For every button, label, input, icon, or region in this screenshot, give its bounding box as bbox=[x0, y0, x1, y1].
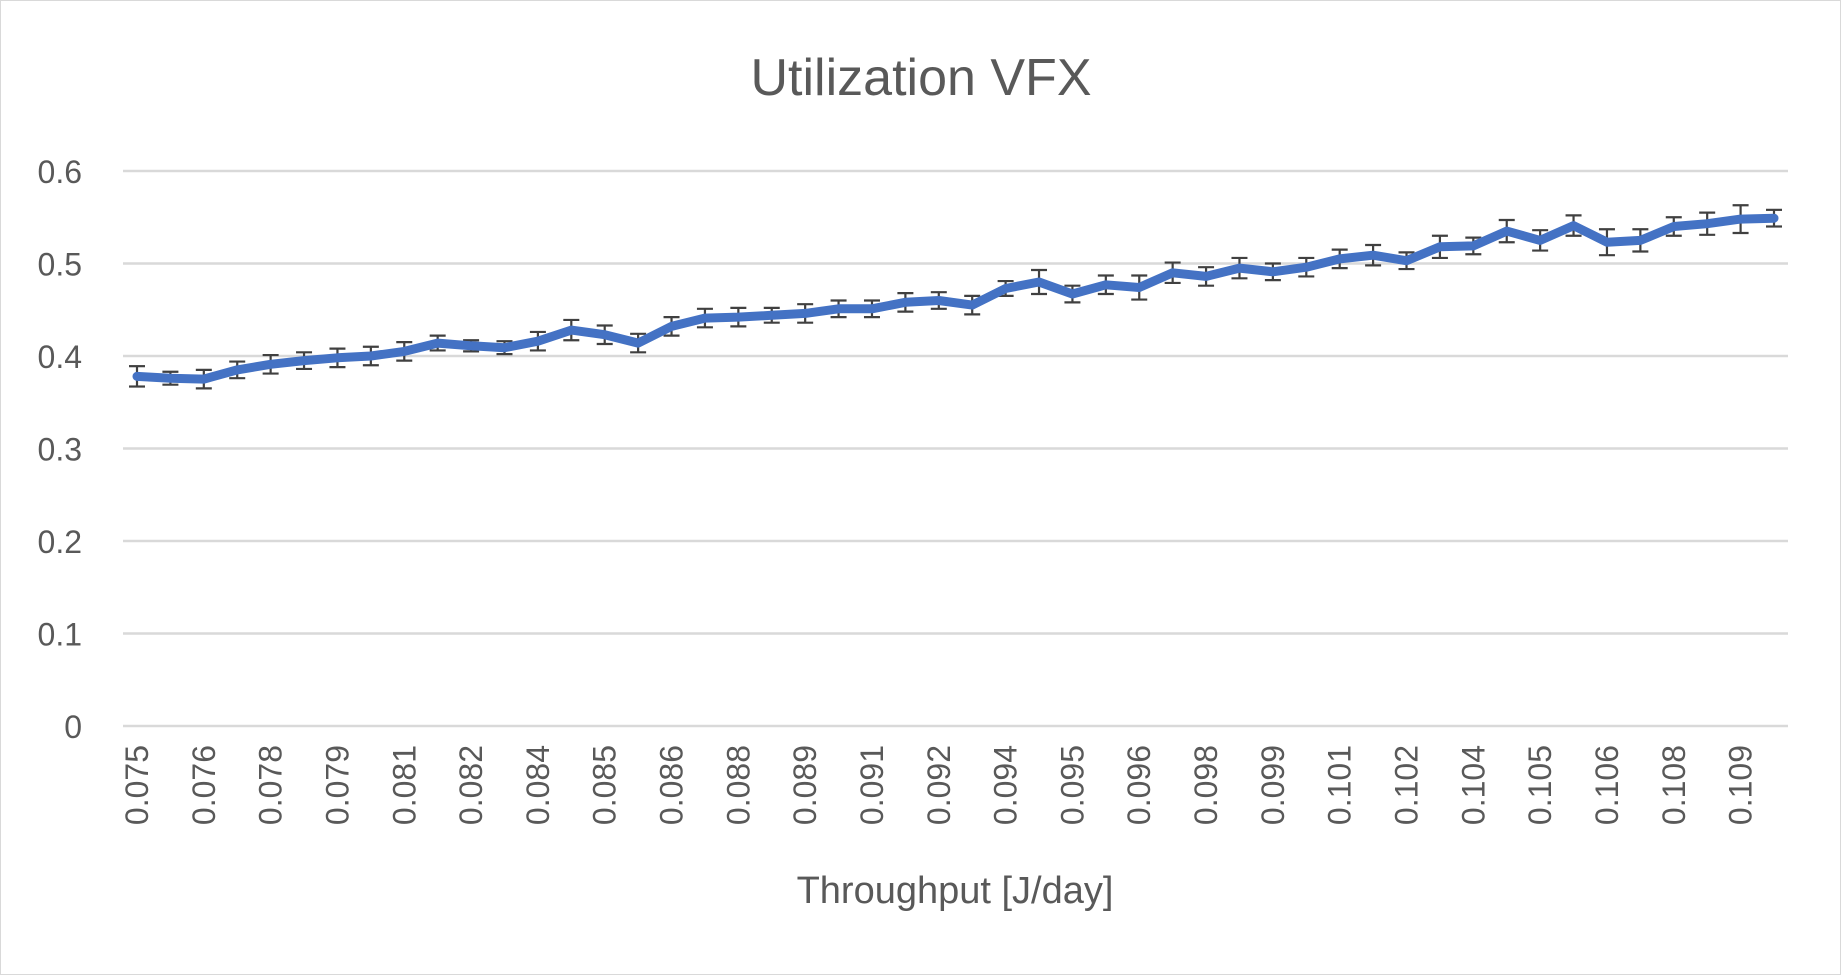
data-point bbox=[1169, 269, 1176, 276]
x-axis-title: Throughput [J/day] bbox=[797, 870, 1114, 912]
data-point bbox=[1370, 252, 1377, 259]
data-point bbox=[1771, 215, 1777, 222]
data-point bbox=[401, 348, 408, 355]
data-point bbox=[1737, 216, 1744, 223]
data-point bbox=[568, 327, 575, 334]
data-point bbox=[735, 314, 742, 321]
data-point bbox=[935, 297, 942, 304]
y-tick-label: 0.3 bbox=[38, 432, 82, 468]
data-point bbox=[1036, 279, 1043, 285]
data-point bbox=[969, 302, 976, 309]
x-tick-label: 0.091 bbox=[854, 745, 890, 825]
data-point bbox=[1436, 243, 1443, 250]
data-point bbox=[1537, 237, 1544, 244]
data-point bbox=[601, 331, 608, 338]
data-point bbox=[1470, 242, 1477, 249]
data-point bbox=[868, 305, 875, 312]
data-point bbox=[1203, 273, 1210, 280]
x-tick-label: 0.076 bbox=[186, 745, 222, 825]
x-tick-label: 0.094 bbox=[988, 745, 1024, 825]
x-tick-label: 0.085 bbox=[587, 745, 623, 825]
data-point bbox=[1069, 291, 1076, 298]
data-point bbox=[200, 376, 207, 383]
data-point bbox=[1269, 268, 1276, 275]
data-point bbox=[1303, 264, 1310, 271]
data-point bbox=[234, 366, 241, 373]
data-point bbox=[267, 361, 274, 368]
data-point bbox=[768, 312, 775, 319]
data-point bbox=[167, 375, 174, 382]
data-point bbox=[1002, 285, 1009, 292]
data-point bbox=[1670, 223, 1677, 230]
data-point bbox=[1102, 281, 1109, 288]
chart-title: Utilization VFX bbox=[751, 49, 1092, 107]
data-point bbox=[802, 310, 809, 317]
data-point bbox=[1704, 220, 1711, 227]
data-point bbox=[1503, 228, 1510, 235]
x-tick-label: 0.102 bbox=[1389, 745, 1425, 825]
data-point bbox=[1603, 239, 1610, 246]
y-tick-label: 0.1 bbox=[38, 617, 82, 653]
y-axis-tick-labels: 0 0.1 0.2 0.3 0.4 0.5 0.6 bbox=[38, 154, 82, 745]
x-tick-label: 0.092 bbox=[921, 745, 957, 825]
gridlines bbox=[123, 169, 1788, 728]
x-tick-label: 0.101 bbox=[1322, 745, 1358, 825]
x-tick-label: 0.098 bbox=[1188, 745, 1224, 825]
x-tick-label: 0.096 bbox=[1121, 745, 1157, 825]
x-tick-label: 0.099 bbox=[1255, 745, 1291, 825]
data-point bbox=[835, 305, 842, 312]
data-point bbox=[501, 344, 508, 351]
y-tick-label: 0.6 bbox=[38, 154, 82, 190]
error-bars bbox=[129, 204, 1782, 390]
data-point bbox=[134, 373, 140, 380]
data-point bbox=[902, 299, 909, 306]
series-line bbox=[132, 213, 1779, 384]
y-tick-label: 0.4 bbox=[38, 339, 82, 375]
x-tick-label: 0.108 bbox=[1656, 745, 1692, 825]
y-tick-label: 0.2 bbox=[38, 524, 82, 560]
y-tick-label: 0 bbox=[64, 709, 82, 745]
data-point bbox=[468, 342, 475, 349]
x-tick-label: 0.106 bbox=[1589, 745, 1625, 825]
x-tick-label: 0.082 bbox=[453, 745, 489, 825]
x-tick-label: 0.089 bbox=[787, 745, 823, 825]
data-point bbox=[1136, 284, 1143, 291]
data-point bbox=[434, 340, 441, 347]
data-point bbox=[1637, 237, 1644, 244]
x-axis-tick-labels: 0.075 0.076 0.078 0.079 0.081 0.082 0.084 0.085… bbox=[119, 745, 1759, 825]
x-tick-label: 0.075 bbox=[119, 745, 155, 825]
data-point bbox=[301, 357, 308, 364]
x-tick-label: 0.109 bbox=[1723, 745, 1759, 825]
data-point bbox=[635, 340, 642, 347]
x-tick-label: 0.084 bbox=[520, 745, 556, 825]
data-point bbox=[1336, 255, 1343, 262]
series-line-layer bbox=[132, 213, 1779, 384]
data-point bbox=[668, 323, 675, 330]
data-point bbox=[367, 353, 374, 359]
x-tick-label: 0.079 bbox=[319, 745, 355, 825]
data-point bbox=[701, 315, 708, 322]
x-tick-label: 0.095 bbox=[1054, 745, 1090, 825]
x-tick-label: 0.086 bbox=[654, 745, 690, 825]
x-tick-label: 0.088 bbox=[720, 745, 756, 825]
data-point bbox=[534, 338, 541, 345]
data-point bbox=[334, 354, 341, 361]
data-point bbox=[1236, 265, 1243, 272]
data-point bbox=[1570, 222, 1577, 229]
y-tick-label: 0.5 bbox=[38, 247, 82, 283]
x-tick-label: 0.105 bbox=[1522, 745, 1558, 825]
x-tick-label: 0.104 bbox=[1455, 745, 1491, 825]
x-tick-label: 0.078 bbox=[253, 745, 289, 825]
data-point bbox=[1403, 257, 1410, 264]
x-tick-label: 0.081 bbox=[386, 745, 422, 825]
